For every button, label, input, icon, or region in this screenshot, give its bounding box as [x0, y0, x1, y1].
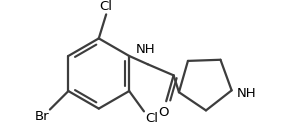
Text: Cl: Cl — [145, 112, 158, 125]
Text: Cl: Cl — [100, 0, 113, 13]
Text: O: O — [158, 106, 169, 119]
Text: NH: NH — [236, 87, 256, 100]
Text: NH: NH — [136, 43, 156, 56]
Text: Br: Br — [34, 110, 49, 123]
